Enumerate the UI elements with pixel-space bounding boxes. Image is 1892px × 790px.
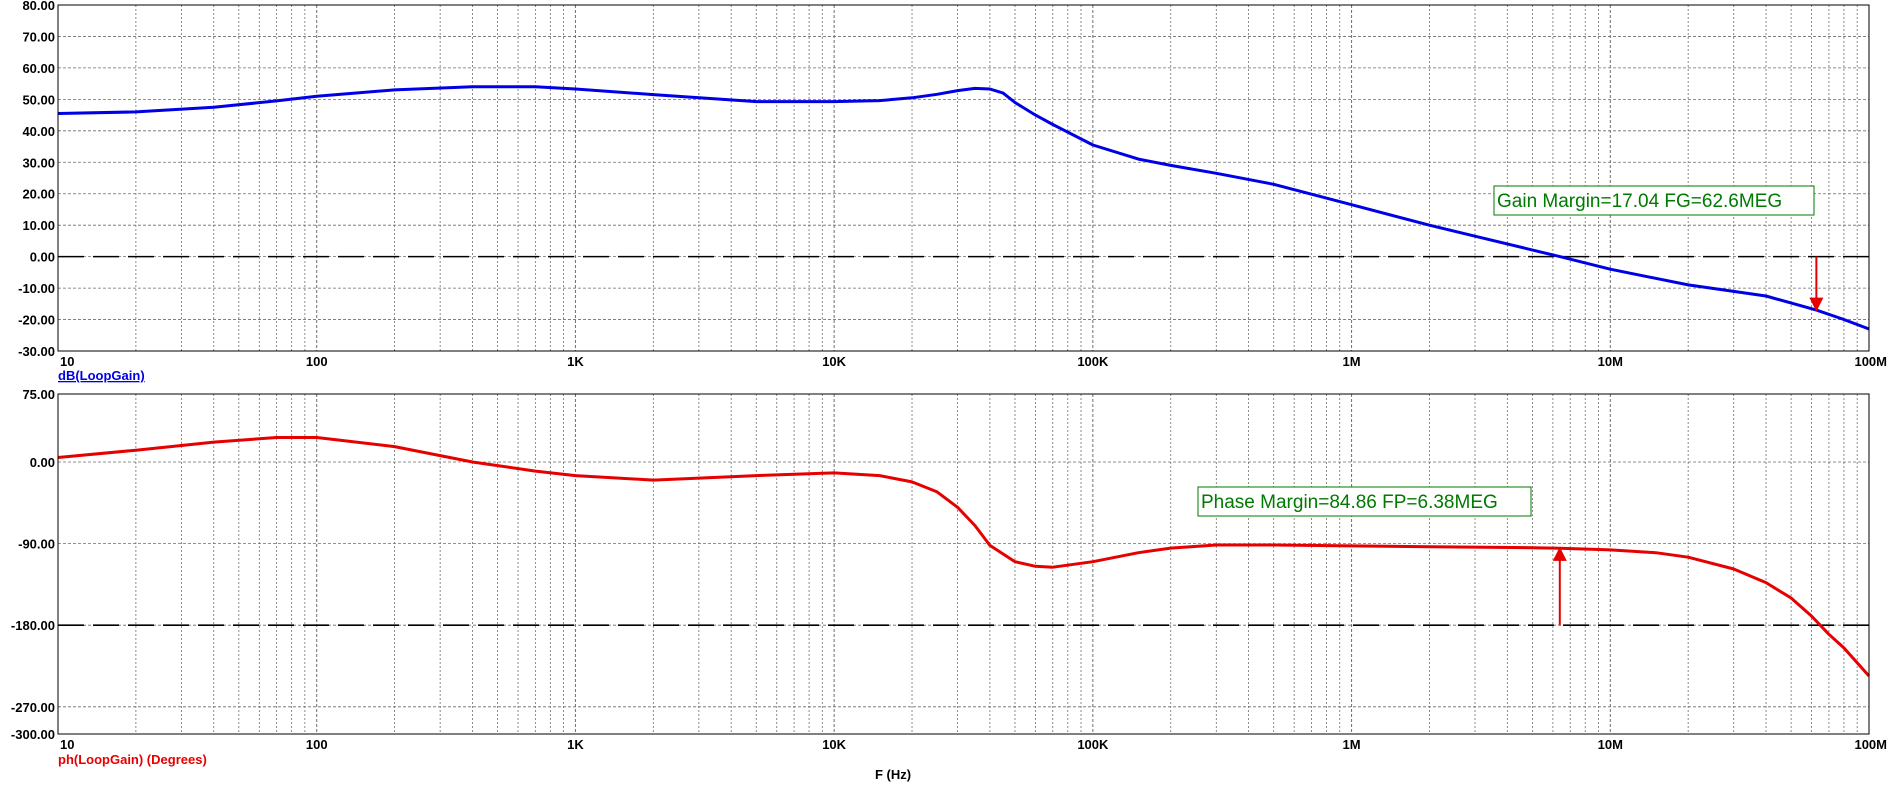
gain-x-tick-label: 100K — [1077, 354, 1109, 369]
phase-panel: -300.00 -270.00 -180.00 -90.00 0.00 75.00 10 1… — [11, 387, 1887, 767]
gain-x-tick-label: 10M — [1598, 354, 1623, 369]
phase-y-tick-label: 75.00 — [22, 387, 55, 402]
gain-x-tick-label: 10K — [822, 354, 846, 369]
gain-x-tick-label: 1M — [1343, 354, 1361, 369]
gain-annotation-text: Gain Margin=17.04 FG=62.6MEG — [1497, 191, 1782, 212]
phase-x-tick-label: 1K — [567, 737, 584, 752]
phase-y-tick-label: -90.00 — [18, 537, 55, 552]
gain-y-tick-label: 0.00 — [30, 250, 55, 265]
phase-x-tick-label: 100K — [1077, 737, 1109, 752]
gain-y-tick-label: 80.00 — [22, 0, 55, 13]
phase-y-tick-label: -300.00 — [11, 727, 55, 742]
gain-y-tick-label: 40.00 — [22, 124, 55, 139]
phase-series-line — [57, 436, 1871, 677]
phase-x-tick-label: 1M — [1343, 737, 1361, 752]
gain-y-tick-label: 10.00 — [22, 218, 55, 233]
gain-y-tick-label: 20.00 — [22, 187, 55, 202]
gain-x-tick-label: 100 — [306, 354, 328, 369]
gain-y-tick-label: 60.00 — [22, 61, 55, 76]
gain-y-tick-label: 50.00 — [22, 92, 55, 107]
gain-x-tick-label: 10 — [60, 354, 74, 369]
gain-y-axis-label: dB(LoopGain) — [58, 368, 145, 383]
gain-y-tick-label: -20.00 — [18, 313, 55, 328]
gain-x-tick-label: 100M — [1854, 354, 1887, 369]
phase-x-tick-label: 10K — [822, 737, 846, 752]
phase-annotation-box — [1197, 486, 1532, 517]
phase-annotation-text: Phase Margin=84.86 FP=6.38MEG — [1201, 492, 1498, 513]
x-axis-title: F (Hz) — [875, 767, 911, 782]
phase-x-tick-label: 100 — [306, 737, 328, 752]
phase-x-tick-label: 10 — [60, 737, 74, 752]
phase-y-tick-label: -270.00 — [11, 700, 55, 715]
phase-plot-frame — [57, 393, 1870, 735]
gain-y-tick-label: 30.00 — [22, 155, 55, 170]
gain-y-tick-label: 70.00 — [22, 29, 55, 44]
gain-y-tick-label: -30.00 — [18, 344, 55, 359]
gain-plot-frame — [57, 4, 1870, 352]
phase-x-tick-label: 10M — [1598, 737, 1623, 752]
gain-annotation-box — [1493, 185, 1815, 216]
phase-y-tick-label: 0.00 — [30, 455, 55, 470]
phase-x-tick-label: 100M — [1854, 737, 1887, 752]
gain-y-tick-label: -10.00 — [18, 281, 55, 296]
gain-x-tick-label: 1K — [567, 354, 584, 369]
phase-y-axis-label: ph(LoopGain) (Degrees) — [58, 752, 207, 767]
gain-series-line — [57, 85, 1870, 331]
phase-y-tick-label: -180.00 — [11, 618, 55, 633]
gain-panel: -30.00 -20.00 -10.00 0.00 10.00 20.00 30.00 40.… — [18, 0, 1887, 383]
